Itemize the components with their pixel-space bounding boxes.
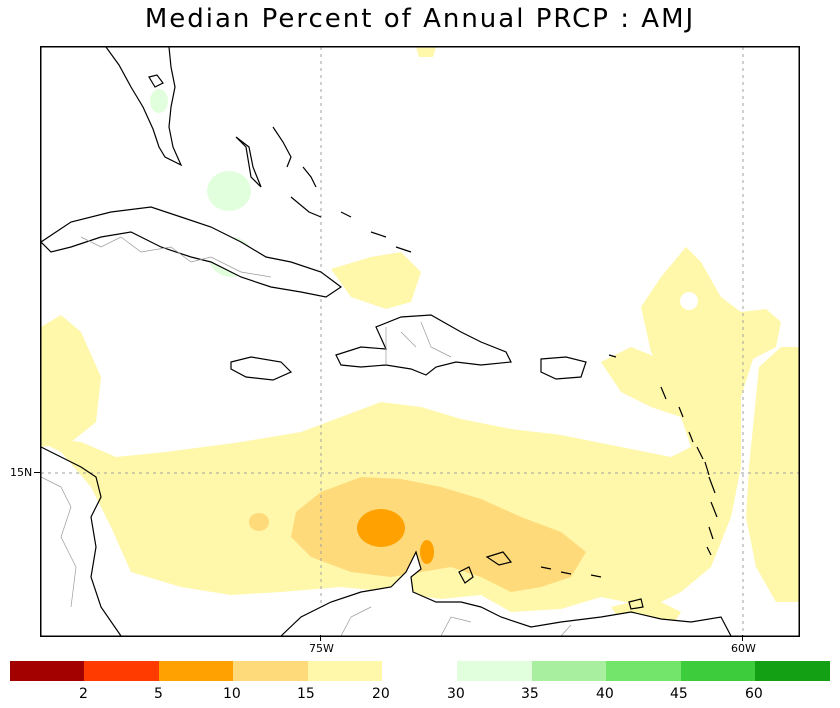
lon-tick-60w xyxy=(742,635,743,641)
cuba-coast xyxy=(41,206,343,298)
legend-swatch-dry-3 xyxy=(233,661,308,681)
lat-tick xyxy=(34,472,40,473)
map-frame xyxy=(40,46,800,637)
lon-label-60w: 60W xyxy=(731,642,756,655)
legend-label-60: 60 xyxy=(745,686,763,702)
legend-swatch-dry-1 xyxy=(84,661,159,681)
lon-label-75w: 75W xyxy=(309,642,334,655)
legend-label-10: 10 xyxy=(223,686,241,702)
legend-swatch-wet-1 xyxy=(532,661,606,681)
legend-label-20: 20 xyxy=(372,686,390,702)
legend-swatch-wet-0 xyxy=(457,661,532,681)
legend-label-5: 5 xyxy=(154,686,163,702)
jamaica-coast xyxy=(230,356,293,381)
legend-swatch-dry-0 xyxy=(10,661,84,681)
admin-borders xyxy=(41,236,572,636)
legend-dry xyxy=(10,661,382,681)
legend-swatch-wet-2 xyxy=(606,661,681,681)
south-america-coast xyxy=(280,550,732,636)
shading-5-10 xyxy=(357,509,434,564)
shading-15-20 xyxy=(41,47,799,636)
map-canvas xyxy=(41,47,799,636)
legend-label-40: 40 xyxy=(596,686,614,702)
legend-label-2: 2 xyxy=(79,686,88,702)
legend-swatch-dry-2 xyxy=(159,661,233,681)
graticule xyxy=(41,47,799,636)
legend-label-35: 35 xyxy=(521,686,539,702)
legend-swatch-wet-3 xyxy=(681,661,755,681)
legend-label-15: 15 xyxy=(297,686,315,702)
legend-label-45: 45 xyxy=(670,686,688,702)
map-title: Median Percent of Annual PRCP : AMJ xyxy=(144,4,696,34)
florida-coast xyxy=(105,47,183,167)
lat-label-15n: 15N xyxy=(10,466,33,479)
puerto-rico-coast xyxy=(540,356,587,380)
coastlines xyxy=(41,47,732,636)
shading-10-15 xyxy=(249,477,586,592)
legend-swatch-dry-4 xyxy=(308,661,382,681)
legend-label-30: 30 xyxy=(447,686,465,702)
shading-hole xyxy=(680,292,698,310)
central-america-coast xyxy=(41,446,122,636)
hispaniola-coast xyxy=(335,314,512,376)
lon-tick-75w xyxy=(320,635,321,641)
legend-wet xyxy=(457,661,830,681)
legend-swatch-wet-4 xyxy=(755,661,830,681)
